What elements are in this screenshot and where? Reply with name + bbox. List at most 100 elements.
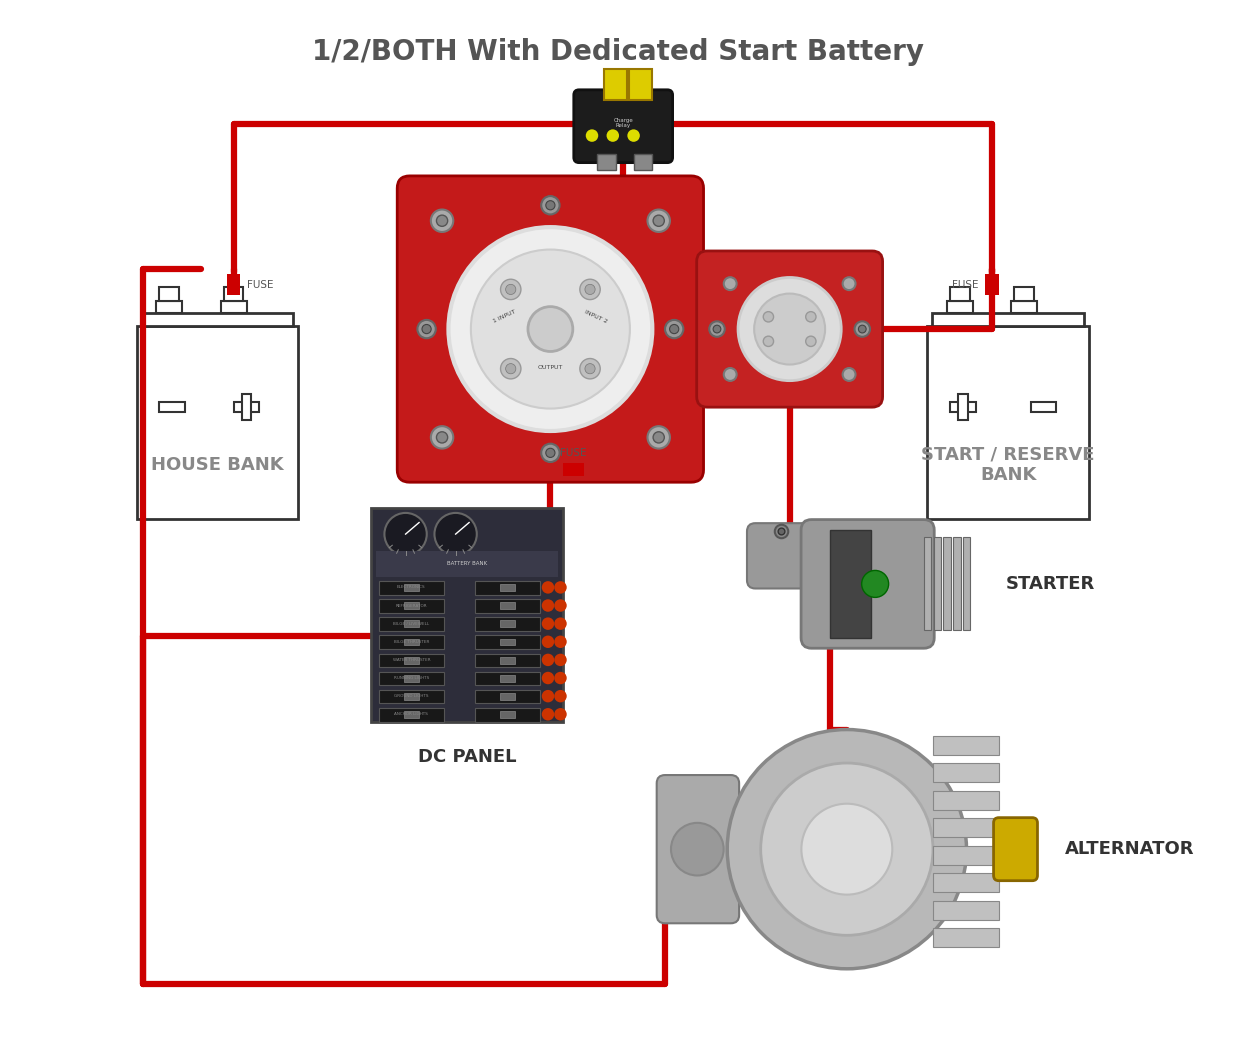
Circle shape xyxy=(738,277,842,381)
Bar xyxy=(499,621,515,627)
Bar xyxy=(404,621,419,627)
Bar xyxy=(933,873,999,892)
Bar xyxy=(159,288,179,300)
Text: REFRIGERATOR: REFRIGERATOR xyxy=(396,604,428,607)
Text: BILGE / LIVEWELL: BILGE / LIVEWELL xyxy=(393,622,429,626)
Bar xyxy=(499,693,515,700)
Circle shape xyxy=(541,654,554,666)
Bar xyxy=(159,403,185,412)
Bar xyxy=(378,689,444,703)
Circle shape xyxy=(554,600,567,612)
Circle shape xyxy=(653,432,664,443)
Text: 1 INPUT: 1 INPUT xyxy=(492,310,517,324)
Circle shape xyxy=(431,427,454,448)
Circle shape xyxy=(648,427,670,448)
Bar xyxy=(404,584,419,591)
Bar xyxy=(927,326,1089,519)
Bar xyxy=(950,288,969,300)
Circle shape xyxy=(554,708,567,721)
Circle shape xyxy=(384,513,426,555)
Bar xyxy=(499,711,515,718)
Circle shape xyxy=(801,804,892,895)
Circle shape xyxy=(585,285,595,294)
Bar xyxy=(499,638,515,646)
Bar xyxy=(475,672,540,685)
Circle shape xyxy=(541,689,554,702)
Bar xyxy=(933,763,999,782)
Circle shape xyxy=(854,321,870,337)
Text: DC PANEL: DC PANEL xyxy=(418,748,517,766)
Bar xyxy=(378,581,444,595)
Circle shape xyxy=(541,581,554,593)
Bar xyxy=(950,403,976,412)
Bar xyxy=(378,672,444,685)
Circle shape xyxy=(724,277,737,290)
Circle shape xyxy=(861,571,889,598)
Circle shape xyxy=(541,617,554,630)
Circle shape xyxy=(554,672,567,684)
Bar xyxy=(634,154,653,170)
Bar xyxy=(499,602,515,609)
Circle shape xyxy=(434,513,477,555)
Text: STARTER: STARTER xyxy=(1006,575,1095,592)
Circle shape xyxy=(670,324,679,334)
Circle shape xyxy=(541,196,560,215)
Bar xyxy=(943,537,950,630)
Bar xyxy=(963,537,970,630)
Text: FUSE: FUSE xyxy=(952,280,979,290)
Bar xyxy=(242,394,251,420)
Circle shape xyxy=(806,312,816,322)
Circle shape xyxy=(843,277,855,290)
Circle shape xyxy=(546,448,555,458)
Bar xyxy=(224,288,243,300)
Circle shape xyxy=(501,280,520,299)
Bar xyxy=(932,313,1084,326)
Circle shape xyxy=(554,617,567,630)
Bar xyxy=(378,617,444,631)
Bar xyxy=(933,791,999,809)
Bar xyxy=(933,735,999,755)
Circle shape xyxy=(724,368,737,381)
Circle shape xyxy=(580,280,601,299)
Text: HOUSE BANK: HOUSE BANK xyxy=(151,456,284,474)
Bar xyxy=(499,584,515,591)
Circle shape xyxy=(764,336,774,346)
Bar xyxy=(475,599,540,613)
Circle shape xyxy=(760,763,933,936)
FancyBboxPatch shape xyxy=(697,251,883,407)
Text: 1/2/BOTH With Dedicated Start Battery: 1/2/BOTH With Dedicated Start Battery xyxy=(311,38,925,66)
Circle shape xyxy=(764,312,774,322)
Bar xyxy=(933,818,999,838)
FancyBboxPatch shape xyxy=(656,775,739,923)
Circle shape xyxy=(471,249,630,409)
Bar xyxy=(156,300,182,313)
Circle shape xyxy=(541,672,554,684)
FancyBboxPatch shape xyxy=(747,524,819,588)
Bar xyxy=(933,928,999,947)
Bar xyxy=(947,300,973,313)
Bar xyxy=(475,708,540,722)
Bar xyxy=(923,537,931,630)
Circle shape xyxy=(580,359,601,379)
Circle shape xyxy=(648,210,670,232)
Circle shape xyxy=(431,210,454,232)
Circle shape xyxy=(665,320,684,338)
Bar xyxy=(831,530,871,638)
Text: BATTERY BANK: BATTERY BANK xyxy=(447,561,487,566)
Bar xyxy=(234,403,260,412)
Circle shape xyxy=(501,359,520,379)
Bar xyxy=(985,274,999,295)
Bar xyxy=(227,274,240,295)
Text: RUNNING LIGHTS: RUNNING LIGHTS xyxy=(394,676,429,680)
Bar xyxy=(499,657,515,663)
Circle shape xyxy=(653,215,664,226)
Text: WATER THRUSTER: WATER THRUSTER xyxy=(393,658,430,662)
Bar xyxy=(475,635,540,649)
Text: INPUT 2: INPUT 2 xyxy=(585,310,608,324)
Circle shape xyxy=(554,689,567,702)
FancyBboxPatch shape xyxy=(994,818,1037,880)
Circle shape xyxy=(554,654,567,666)
Text: ANCHOR LIGHTS: ANCHOR LIGHTS xyxy=(394,712,429,717)
Bar xyxy=(475,581,540,595)
Circle shape xyxy=(628,129,640,142)
